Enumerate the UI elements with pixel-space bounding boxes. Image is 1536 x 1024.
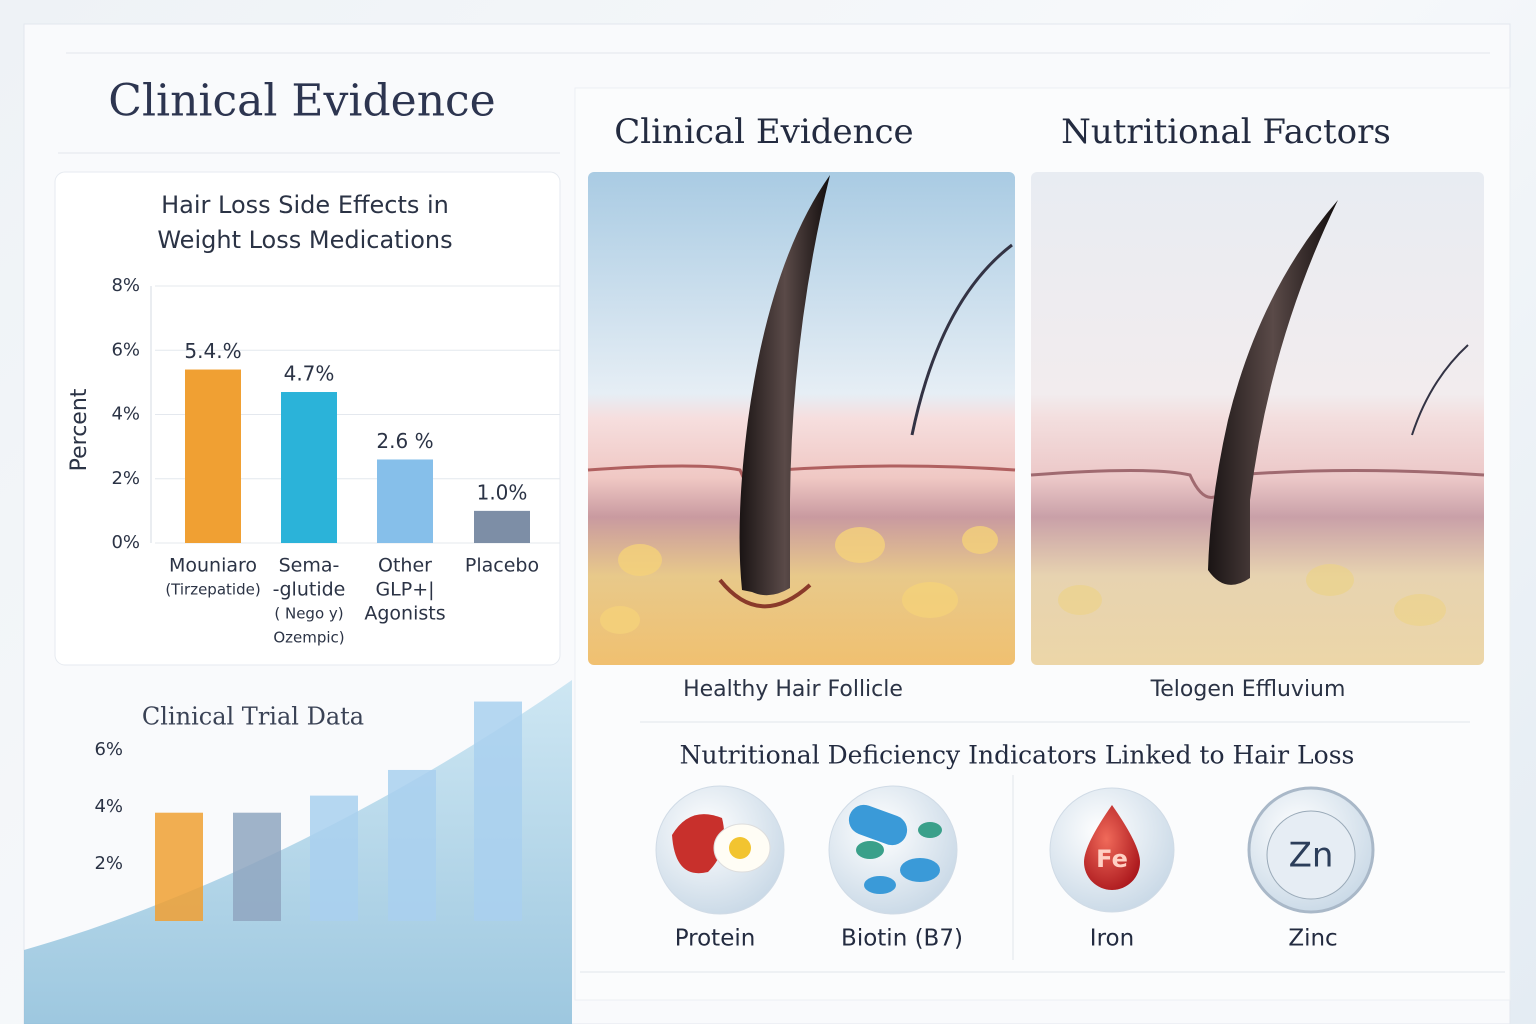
bar: [377, 459, 433, 543]
x-tick-label: Placebo: [465, 555, 539, 577]
section-title: Nutritional Deficiency Indicators Linked…: [680, 741, 1355, 770]
value-label: 4.7%: [284, 362, 335, 386]
chart-title: Hair Loss Side Effects in Weight Loss Me…: [157, 191, 453, 254]
element-symbol: Fe: [1096, 845, 1128, 873]
panel-heading: Nutritional Factors: [1061, 112, 1391, 152]
y-tick-label: 0%: [111, 532, 140, 553]
nutrient-label: Protein: [675, 926, 756, 952]
element-symbol: Zn: [1289, 836, 1334, 876]
value-label: 5.4.%: [184, 339, 241, 363]
x-tick-label: Other: [378, 555, 432, 577]
iron-icon: [1049, 787, 1175, 913]
y-tick-label: 6%: [111, 339, 140, 360]
panel-heading: Clinical Evidence: [614, 112, 913, 152]
bar: [233, 812, 281, 921]
zinc-icon: [1247, 786, 1375, 914]
y-tick-label: 4%: [94, 796, 123, 817]
bar: [155, 812, 203, 921]
x-tick-label: Ozempic): [273, 629, 344, 647]
follicle-illustration: [587, 172, 1016, 665]
x-tick-label: Sema-: [279, 555, 340, 577]
nutrient-label: Zinc: [1288, 926, 1337, 952]
y-tick-label: 8%: [111, 275, 140, 296]
y-tick-label: 4%: [111, 404, 140, 425]
x-tick-label: (Tirzepatide): [165, 581, 260, 599]
x-tick-label: GLP+|: [375, 579, 434, 601]
bar: [388, 769, 436, 921]
y-tick-label: 6%: [94, 739, 123, 760]
bar: [185, 369, 241, 543]
y-axis-label: Percent: [67, 388, 92, 471]
biotin-icon: [828, 785, 958, 915]
value-label: 1.0%: [477, 480, 528, 504]
chart-title: Clinical Trial Data: [142, 703, 364, 731]
nutrient-label: Iron: [1090, 926, 1134, 952]
x-tick-label: ( Nego y): [274, 605, 343, 623]
x-tick-label: -glutide: [273, 579, 346, 601]
telogen-illustration: [1030, 172, 1485, 665]
decor-wave: [24, 680, 572, 1024]
x-tick-label: Mouniaro: [169, 555, 257, 577]
bar: [474, 701, 522, 921]
y-tick-label: 2%: [94, 853, 123, 874]
nutrient-label: Biotin (B7): [841, 926, 963, 952]
x-tick-label: Agonists: [364, 603, 445, 625]
bar: [310, 795, 358, 921]
bar: [281, 392, 337, 543]
bar: [474, 510, 530, 543]
page-title: Clinical Evidence: [108, 76, 495, 127]
image-caption: Telogen Effluvium: [1150, 677, 1346, 702]
image-caption: Healthy Hair Follicle: [683, 677, 903, 702]
y-tick-label: 2%: [111, 468, 140, 489]
value-label: 2.6 %: [376, 429, 433, 453]
protein-icon: [655, 785, 785, 915]
